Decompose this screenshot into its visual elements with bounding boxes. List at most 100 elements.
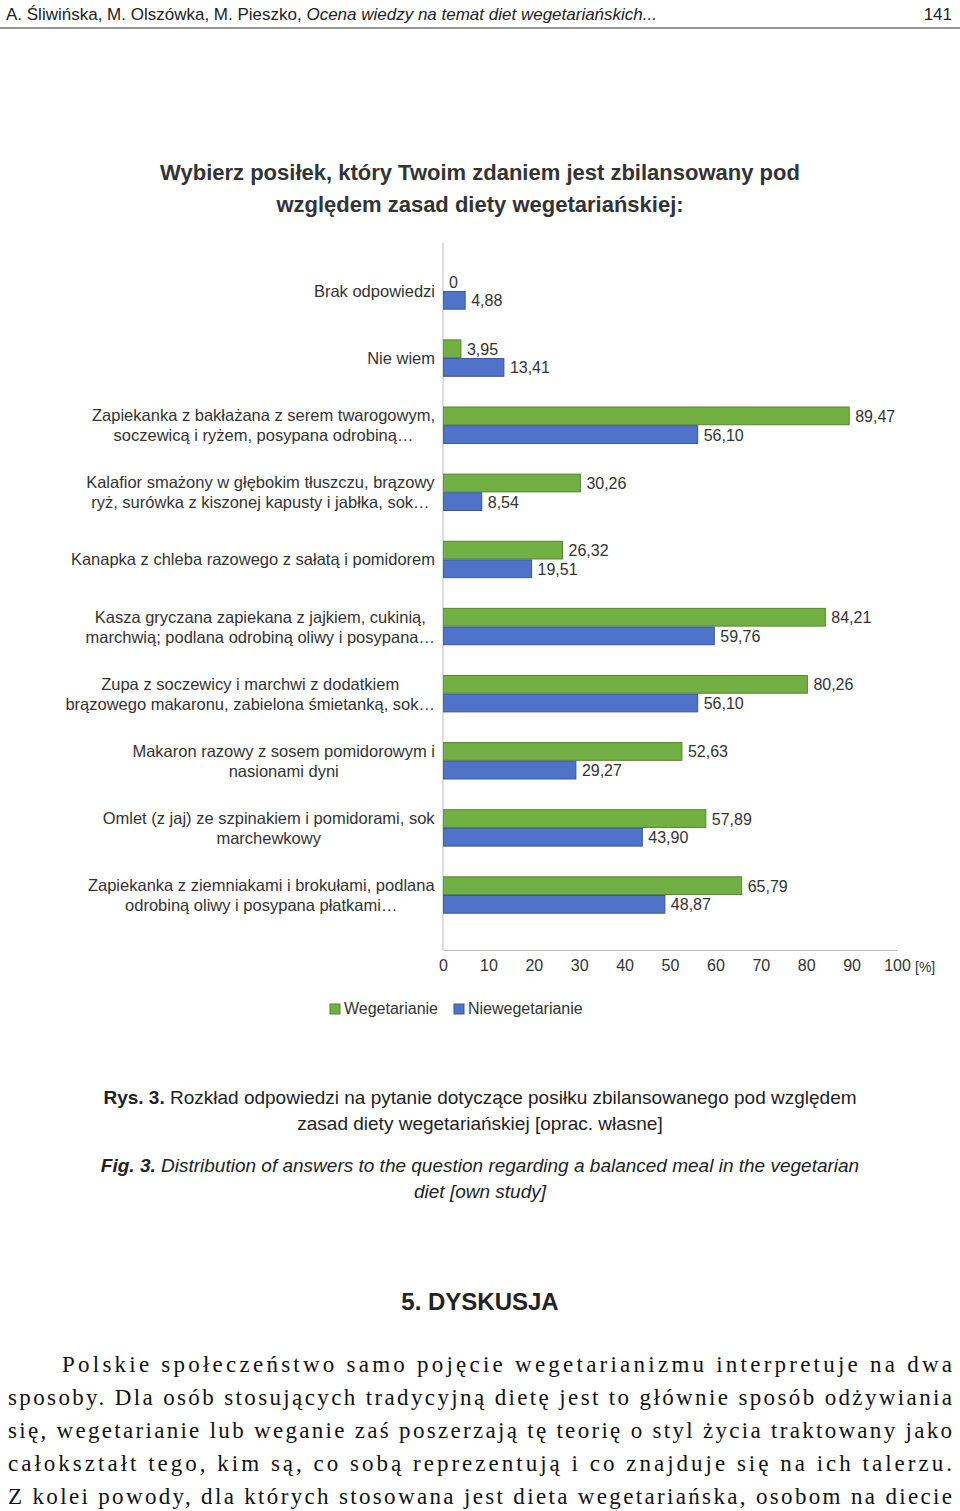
paragraph-line: się, wegetarianie lub weganie zaś poszer… — [8, 1418, 952, 1443]
bar — [443, 761, 576, 779]
x-axis-label: [%] — [915, 959, 935, 975]
x-tick: 10 — [480, 950, 498, 974]
data-label: 0 — [449, 274, 458, 291]
x-tick: 80 — [798, 950, 816, 974]
bar — [443, 273, 444, 291]
data-label: 13,41 — [510, 359, 550, 376]
caption-label: Fig. 3. — [101, 1155, 161, 1176]
bar — [443, 694, 698, 712]
legend-swatch — [454, 1004, 464, 1014]
data-label: 59,76 — [720, 628, 760, 645]
data-label: 84,21 — [831, 609, 871, 626]
x-tick: 60 — [707, 950, 725, 974]
category-label: Omlet (z jaj) ze szpinakiem i pomidorami… — [103, 809, 436, 847]
data-label: 4,88 — [471, 292, 502, 309]
bar — [443, 895, 665, 913]
data-label: 43,90 — [648, 829, 688, 846]
x-tick-label: 90 — [843, 957, 861, 974]
category-label: Makaron razowy z sosem pomidorowym inasi… — [132, 742, 435, 780]
x-tick-label: 70 — [752, 957, 770, 974]
data-label: 29,27 — [582, 762, 622, 779]
data-label: 52,63 — [688, 743, 728, 760]
paragraph-line: sposoby. Dla osób stosujących tradycyjną… — [8, 1385, 952, 1410]
x-tick: 50 — [662, 950, 680, 974]
data-label: 48,87 — [671, 896, 711, 913]
category-label: Kasza gryczana zapiekana z jajkiem, cuki… — [86, 608, 435, 646]
bar — [443, 426, 698, 444]
bar — [443, 743, 682, 761]
caption-line: Rys. 3. Rozkład odpowiedzi na pytanie do… — [103, 1087, 856, 1108]
data-label: 80,26 — [813, 676, 853, 693]
data-label: 26,32 — [568, 542, 608, 559]
chart-title: Wybierz posiłek, który Twoim zdaniem jes… — [160, 160, 800, 217]
caption-line: diet [own study] — [414, 1181, 547, 1202]
x-tick: 40 — [616, 950, 634, 974]
x-tick: 30 — [571, 950, 589, 974]
bar — [443, 810, 706, 828]
bar — [443, 541, 562, 559]
x-tick-label: 20 — [525, 957, 543, 974]
x-tick-label: 0 — [439, 957, 448, 974]
category-labels: Brak odpowiedziNie wiemZapiekanka z bakł… — [65, 282, 435, 914]
x-tick-label: 50 — [662, 957, 680, 974]
data-label: 19,51 — [538, 561, 578, 578]
paragraph-line: Polskie społeczeństwo samo pojęcie weget… — [62, 1352, 952, 1377]
x-tick: 90 — [843, 950, 861, 974]
x-axis: 0 10 20 30 40 50 60 70 80 90 100 — [439, 950, 911, 974]
bar — [443, 493, 482, 511]
bar — [443, 560, 532, 578]
data-label: 56,10 — [704, 427, 744, 444]
data-label: 89,47 — [855, 408, 895, 425]
header-rule — [0, 28, 960, 29]
page-number: 141 — [924, 5, 952, 24]
x-axis-line — [444, 950, 898, 951]
x-tick: 100 — [884, 950, 911, 974]
data-label: 3,95 — [467, 341, 498, 358]
legend-swatch — [330, 1004, 340, 1014]
x-tick: 70 — [752, 950, 770, 974]
x-tick-label: 100 — [884, 957, 911, 974]
x-tick: 0 — [439, 950, 448, 974]
x-tick-label: 30 — [571, 957, 589, 974]
legend-label: Niewegetarianie — [468, 1000, 583, 1017]
caption-line: Fig. 3. Distribution of answers to the q… — [101, 1155, 859, 1176]
category-label: Kalafior smażony w głębokim tłuszczu, br… — [86, 473, 435, 511]
bar — [443, 407, 849, 425]
category-label: Nie wiem — [367, 349, 435, 367]
header-title: Ocena wiedzy na temat diet wegetariański… — [306, 5, 657, 24]
category-label: Zupa z soczewicy i marchwi z dodatkiembr… — [65, 675, 435, 713]
category-label: Brak odpowiedzi — [314, 282, 435, 300]
caption-text: Rozkład odpowiedzi na pytanie dotyczące … — [170, 1087, 857, 1108]
bar — [443, 608, 825, 626]
bars — [443, 291, 849, 913]
category-label: Kanapka z chleba razowego z sałatą i pom… — [71, 550, 435, 568]
x-tick-label: 40 — [616, 957, 634, 974]
bar — [443, 291, 465, 309]
caption-label: Rys. 3. — [103, 1087, 170, 1108]
bar — [443, 627, 714, 645]
x-tick: 20 — [525, 950, 543, 974]
page: A. Śliwińska, M. Olszówka, M. Pieszko, O… — [0, 0, 960, 1511]
bar — [443, 877, 742, 895]
x-tick-label: 80 — [798, 957, 816, 974]
bar — [443, 675, 807, 693]
category-label: Zapiekanka z ziemniakami i brokułami, po… — [88, 876, 435, 914]
x-tick-label: 60 — [707, 957, 725, 974]
bar — [443, 828, 642, 846]
data-label: 8,54 — [488, 494, 519, 511]
legend-label: Wegetarianie — [344, 1000, 438, 1017]
running-header: A. Śliwińska, M. Olszówka, M. Pieszko, O… — [6, 5, 657, 24]
data-labels: 0 3,95 89,47 30,26 26,32 84,21 80,26 52,63 57,89… — [449, 274, 895, 914]
data-label: 65,79 — [748, 878, 788, 895]
data-label: 57,89 — [712, 811, 752, 828]
bar — [443, 340, 461, 358]
header-authors: A. Śliwińska, M. Olszówka, M. Pieszko, — [6, 5, 306, 24]
data-label: 56,10 — [704, 695, 744, 712]
data-label: 30,26 — [586, 475, 626, 492]
legend: Wegetarianie Niewegetarianie — [330, 1000, 583, 1017]
paragraph-line: całokształt tego, kim są, co sobą reprez… — [8, 1451, 952, 1476]
bar — [443, 474, 580, 492]
caption-line: zasad diety wegetariańskiej [oprac. włas… — [297, 1113, 662, 1134]
paragraph-line: Z kolei powody, dla których stosowana je… — [8, 1484, 952, 1509]
caption-text: Distribution of answers to the question … — [161, 1155, 859, 1176]
